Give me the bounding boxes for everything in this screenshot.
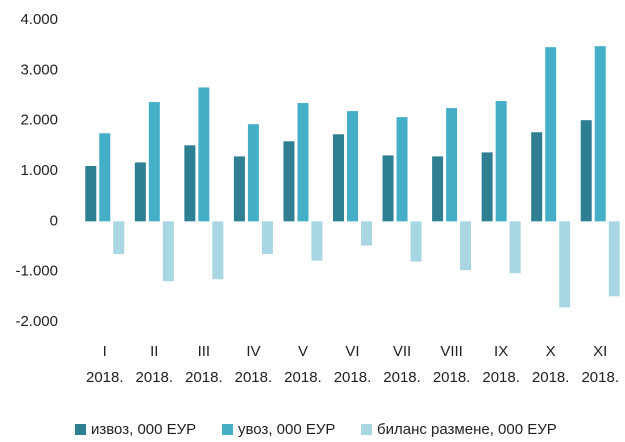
legend-label: увоз, 000 ЕУР xyxy=(238,421,335,438)
x-tick-label: VI xyxy=(345,343,359,360)
legend-swatch xyxy=(361,424,372,435)
legend-swatch xyxy=(222,424,233,435)
bar xyxy=(481,152,493,222)
x-tick-label: 2018. xyxy=(185,369,223,386)
y-tick-label: 1.000 xyxy=(20,162,58,179)
x-tick-label: 2018. xyxy=(482,369,520,386)
bar xyxy=(559,221,571,308)
bar xyxy=(594,46,606,222)
x-tick-label: 2018. xyxy=(383,369,421,386)
bar xyxy=(311,221,323,261)
legend-label: извоз, 000 ЕУР xyxy=(91,421,196,438)
x-tick-label: 2018. xyxy=(334,369,372,386)
bar xyxy=(297,103,309,222)
x-tick-label: IV xyxy=(246,343,260,360)
bar xyxy=(432,156,444,222)
y-tick-label: -2.000 xyxy=(15,313,58,330)
y-tick-label: 2.000 xyxy=(20,112,58,129)
x-tick-label: III xyxy=(198,343,211,360)
bar xyxy=(495,101,507,222)
x-tick-label: 2018. xyxy=(86,369,124,386)
bar xyxy=(247,124,259,222)
y-tick-label: 0 xyxy=(50,212,58,229)
x-tick-label: II xyxy=(150,343,158,360)
bar xyxy=(283,141,295,222)
bar xyxy=(460,221,472,271)
bar xyxy=(99,133,111,222)
x-tick-label: XI xyxy=(593,343,607,360)
bar xyxy=(545,47,557,222)
bar xyxy=(198,87,210,222)
x-tick-label: 2018. xyxy=(433,369,471,386)
bar xyxy=(261,221,273,255)
bar xyxy=(531,132,543,222)
bar xyxy=(184,145,196,222)
bar xyxy=(608,221,620,297)
bar xyxy=(509,221,521,274)
x-tick-label: 2018. xyxy=(532,369,570,386)
x-tick-label: V xyxy=(298,343,308,360)
x-tick-label: X xyxy=(546,343,556,360)
bar xyxy=(212,221,224,280)
bar xyxy=(113,221,125,255)
bar xyxy=(233,156,245,222)
legend-label: биланс размене, 000 ЕУР xyxy=(377,421,557,438)
y-tick-label: 3.000 xyxy=(20,61,58,78)
bar xyxy=(580,120,592,222)
x-tick-label: 2018. xyxy=(235,369,273,386)
x-tick-label: VIII xyxy=(440,343,463,360)
bar xyxy=(410,221,422,262)
x-tick-label: I xyxy=(103,343,107,360)
x-tick-label: VII xyxy=(393,343,411,360)
x-tick-label: 2018. xyxy=(136,369,174,386)
bar xyxy=(134,162,146,222)
bar xyxy=(382,155,394,222)
bar xyxy=(162,221,174,282)
bar xyxy=(148,102,160,222)
legend-swatch xyxy=(75,424,86,435)
x-tick-label: 2018. xyxy=(284,369,322,386)
bar xyxy=(446,108,458,222)
bar xyxy=(361,221,372,246)
x-tick-label: IX xyxy=(494,343,508,360)
y-tick-label: -1.000 xyxy=(15,263,58,280)
bar xyxy=(333,134,344,222)
y-tick-label: 4.000 xyxy=(20,11,58,28)
bar xyxy=(347,111,358,222)
x-tick-label: 2018. xyxy=(581,369,619,386)
bar xyxy=(396,117,408,222)
bar xyxy=(85,165,97,222)
